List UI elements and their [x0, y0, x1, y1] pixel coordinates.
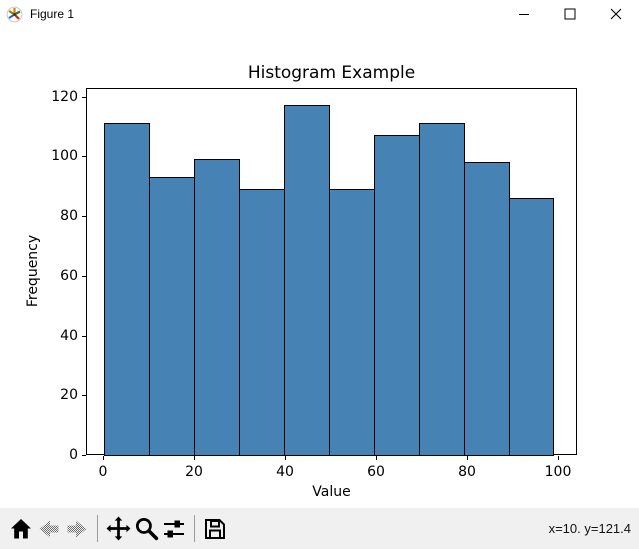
zoom-button[interactable] — [133, 514, 159, 544]
x-tick-mark — [285, 456, 286, 460]
x-tick-label: 100 — [544, 464, 572, 480]
x-tick-mark — [194, 456, 195, 460]
y-tick-label: 40 — [60, 327, 78, 344]
y-tick-mark — [82, 275, 86, 277]
home-icon — [11, 518, 31, 538]
sliders-icon — [164, 520, 184, 537]
y-tick-label: 20 — [60, 387, 78, 404]
back-arrow-icon — [39, 520, 59, 537]
titlebar[interactable]: Figure 1 — [0, 0, 639, 28]
minimize-button[interactable] — [501, 0, 547, 28]
navigation-toolbar: x=10. y=121.4 — [0, 508, 639, 549]
histogram-bar — [194, 159, 241, 456]
histogram-bar — [464, 162, 511, 456]
close-icon — [610, 8, 622, 20]
histogram-bar — [104, 123, 151, 456]
y-tick-label: 80 — [60, 208, 78, 224]
y-tick-mark — [82, 216, 86, 217]
pan-button[interactable] — [105, 514, 131, 544]
chart-title: Histogram Example — [247, 63, 416, 83]
save-floppy-icon — [205, 518, 225, 539]
x-tick-mark — [467, 456, 468, 460]
x-tick-label: 0 — [98, 464, 108, 480]
toolbar-separator — [97, 515, 98, 542]
y-tick-mark — [82, 455, 86, 456]
x-tick-label: 40 — [276, 464, 294, 480]
histogram-bar — [149, 177, 196, 456]
x-tick-label: 20 — [185, 464, 203, 480]
histogram-bar — [239, 189, 286, 456]
close-button[interactable] — [593, 0, 639, 28]
y-tick-label: 0 — [69, 447, 78, 463]
y-tick-mark — [82, 96, 86, 98]
plot-area — [86, 88, 577, 456]
histogram-bar — [374, 135, 421, 456]
x-tick-mark — [103, 456, 104, 460]
maximize-button[interactable] — [547, 0, 593, 28]
y-tick-label: 100 — [51, 148, 78, 165]
y-tick-label: 60 — [60, 267, 78, 284]
caption-buttons — [501, 0, 639, 28]
y-tick-mark — [82, 395, 86, 397]
histogram-bar — [284, 105, 331, 456]
toolbar-separator — [194, 515, 195, 542]
histogram-bar — [329, 189, 376, 456]
cursor-position-status: x=10. y=121.4 — [548, 521, 631, 536]
histogram-bar — [509, 198, 555, 456]
configure-subplots-button[interactable] — [161, 514, 187, 544]
y-tick-mark — [82, 335, 86, 337]
x-tick-mark — [558, 456, 559, 460]
matplotlib-logo-icon — [6, 6, 23, 23]
x-tick-label: 60 — [367, 464, 385, 480]
back-button[interactable] — [36, 514, 62, 544]
x-axis-label: Value — [312, 484, 351, 500]
pan-arrows-icon — [106, 516, 130, 541]
window-title: Figure 1 — [30, 7, 75, 21]
x-tick-mark — [376, 456, 377, 460]
figure-canvas[interactable]: Histogram Example Frequency Value 0 20 40 6… — [0, 28, 639, 508]
forward-button[interactable] — [64, 514, 90, 544]
zoom-magnifier-icon — [135, 517, 158, 541]
maximize-icon — [564, 8, 576, 20]
home-button[interactable] — [8, 514, 34, 544]
minimize-icon — [519, 14, 529, 15]
forward-arrow-icon — [67, 520, 87, 537]
x-tick-label: 80 — [458, 464, 476, 480]
y-tick-mark — [82, 156, 86, 158]
histogram-bar — [419, 123, 466, 456]
y-tick-label: 120 — [51, 88, 78, 105]
save-button[interactable] — [202, 514, 228, 544]
